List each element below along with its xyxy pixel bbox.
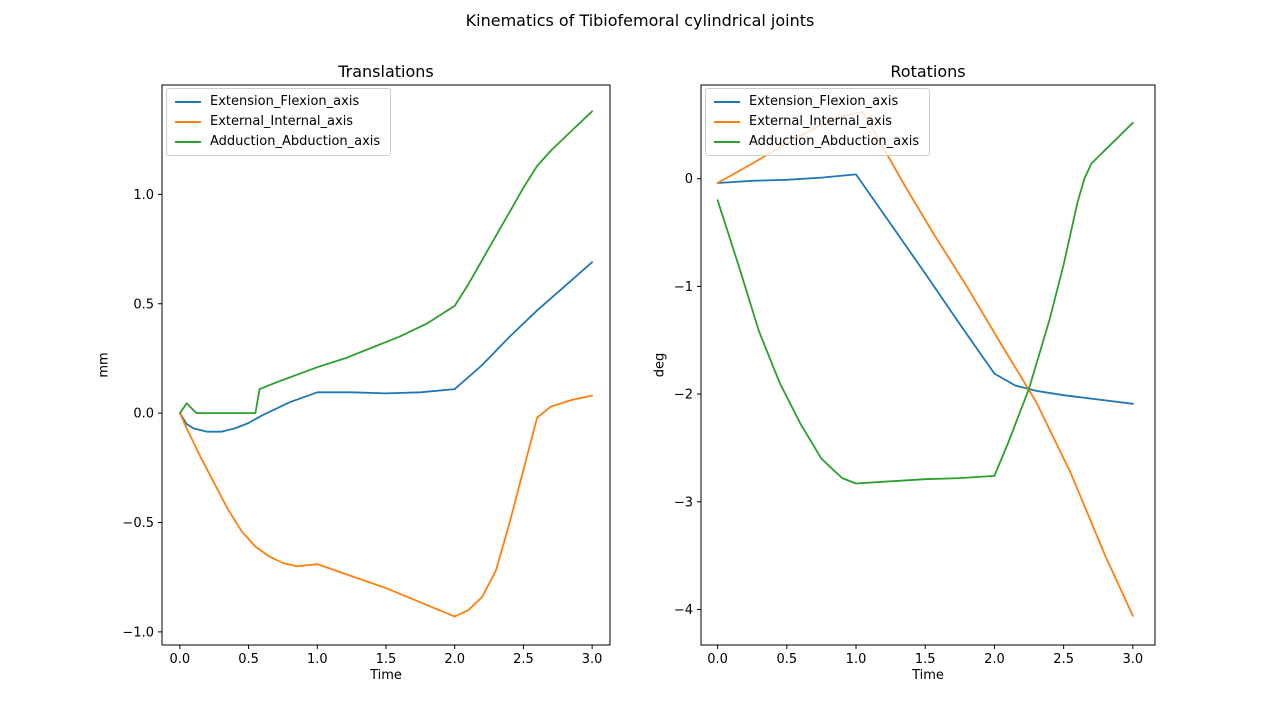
y-tick-label: 0.5 bbox=[133, 297, 154, 312]
left-plot-title: Translations bbox=[338, 62, 434, 81]
x-tick-label: 0.0 bbox=[707, 652, 728, 667]
series-line-external_internal_axis bbox=[178, 394, 593, 618]
left-plot-ylabel: mm bbox=[96, 352, 112, 378]
legend-label: External_Internal_axis bbox=[210, 114, 354, 129]
y-tick-label: −1.0 bbox=[122, 625, 154, 640]
y-tick-label: −2 bbox=[674, 388, 693, 403]
right-plot-ylabel: deg bbox=[652, 352, 668, 378]
figure-title: Kinematics of Tibiofemoral cylindrical j… bbox=[465, 11, 815, 30]
x-tick-label: 3.0 bbox=[582, 652, 603, 667]
legend-label: Extension_Flexion_axis bbox=[749, 94, 899, 109]
left-plot-xlabel: Time bbox=[370, 668, 402, 683]
legend-item: Adduction_Abduction_axis bbox=[714, 134, 919, 150]
right-plot-title: Rotations bbox=[890, 62, 966, 81]
series-line-external_internal_axis bbox=[716, 111, 1134, 617]
series-line-adduction_abduction_axis bbox=[716, 121, 1134, 485]
series-line-extension_flexion_axis bbox=[178, 261, 593, 433]
series-line-adduction_abduction_axis bbox=[178, 110, 593, 415]
axes-spines bbox=[161, 84, 611, 646]
legend-label: Adduction_Abduction_axis bbox=[210, 134, 381, 149]
legend-item: Extension_Flexion_axis bbox=[714, 94, 919, 110]
right-plot-xlabel: Time bbox=[912, 668, 944, 683]
legend-line-swatch-green bbox=[175, 141, 201, 143]
legend-label: External_Internal_axis bbox=[749, 114, 893, 129]
legend-line-swatch-orange bbox=[175, 121, 201, 123]
x-tick-label: 1.5 bbox=[915, 652, 936, 667]
x-tick-label: 1.5 bbox=[376, 652, 397, 667]
y-tick-label: 0 bbox=[685, 172, 693, 187]
axes-spines bbox=[700, 84, 1156, 646]
legend-item: External_Internal_axis bbox=[714, 114, 919, 130]
series-line-extension_flexion_axis bbox=[716, 173, 1134, 405]
legend-item: External_Internal_axis bbox=[175, 114, 380, 130]
legend-item: Extension_Flexion_axis bbox=[175, 94, 380, 110]
y-tick-label: −3 bbox=[674, 495, 693, 510]
x-tick-label: 0.5 bbox=[238, 652, 259, 667]
x-tick-label: 2.0 bbox=[444, 652, 465, 667]
right-plot-legend: Extension_Flexion_axis External_Internal… bbox=[705, 88, 931, 156]
subplot-1: 0.0 0.5 1.0 1.5 2.0 2.5 3.0 0 −1 −2 −3 −4 bbox=[674, 84, 1156, 667]
y-tick-label: −0.5 bbox=[122, 516, 154, 531]
y-tick-label: −4 bbox=[674, 603, 693, 618]
subplot-0: 0.0 0.5 1.0 1.5 2.0 2.5 3.0 −1.0 −0.5 0.0 0.5 1.0 bbox=[122, 84, 611, 667]
legend-line-swatch-orange bbox=[714, 121, 740, 123]
legend-line-swatch-green bbox=[714, 141, 740, 143]
legend-item: Adduction_Abduction_axis bbox=[175, 134, 380, 150]
y-tick-label: −1 bbox=[674, 280, 693, 295]
legend-label: Adduction_Abduction_axis bbox=[749, 134, 920, 149]
legend-line-swatch-blue bbox=[714, 101, 740, 103]
x-tick-label: 0.0 bbox=[170, 652, 191, 667]
x-tick-label: 0.5 bbox=[776, 652, 797, 667]
x-tick-label: 2.0 bbox=[984, 652, 1005, 667]
legend-label: Extension_Flexion_axis bbox=[210, 94, 360, 109]
x-tick-label: 2.5 bbox=[1053, 652, 1074, 667]
x-tick-label: 2.5 bbox=[513, 652, 534, 667]
x-tick-label: 1.0 bbox=[846, 652, 867, 667]
y-tick-label: 1.0 bbox=[133, 188, 154, 203]
left-plot-legend: Extension_Flexion_axis External_Internal… bbox=[166, 88, 392, 156]
legend-line-swatch-blue bbox=[175, 101, 201, 103]
x-tick-label: 3.0 bbox=[1123, 652, 1144, 667]
y-tick-label: 0.0 bbox=[133, 407, 154, 422]
x-tick-label: 1.0 bbox=[307, 652, 328, 667]
